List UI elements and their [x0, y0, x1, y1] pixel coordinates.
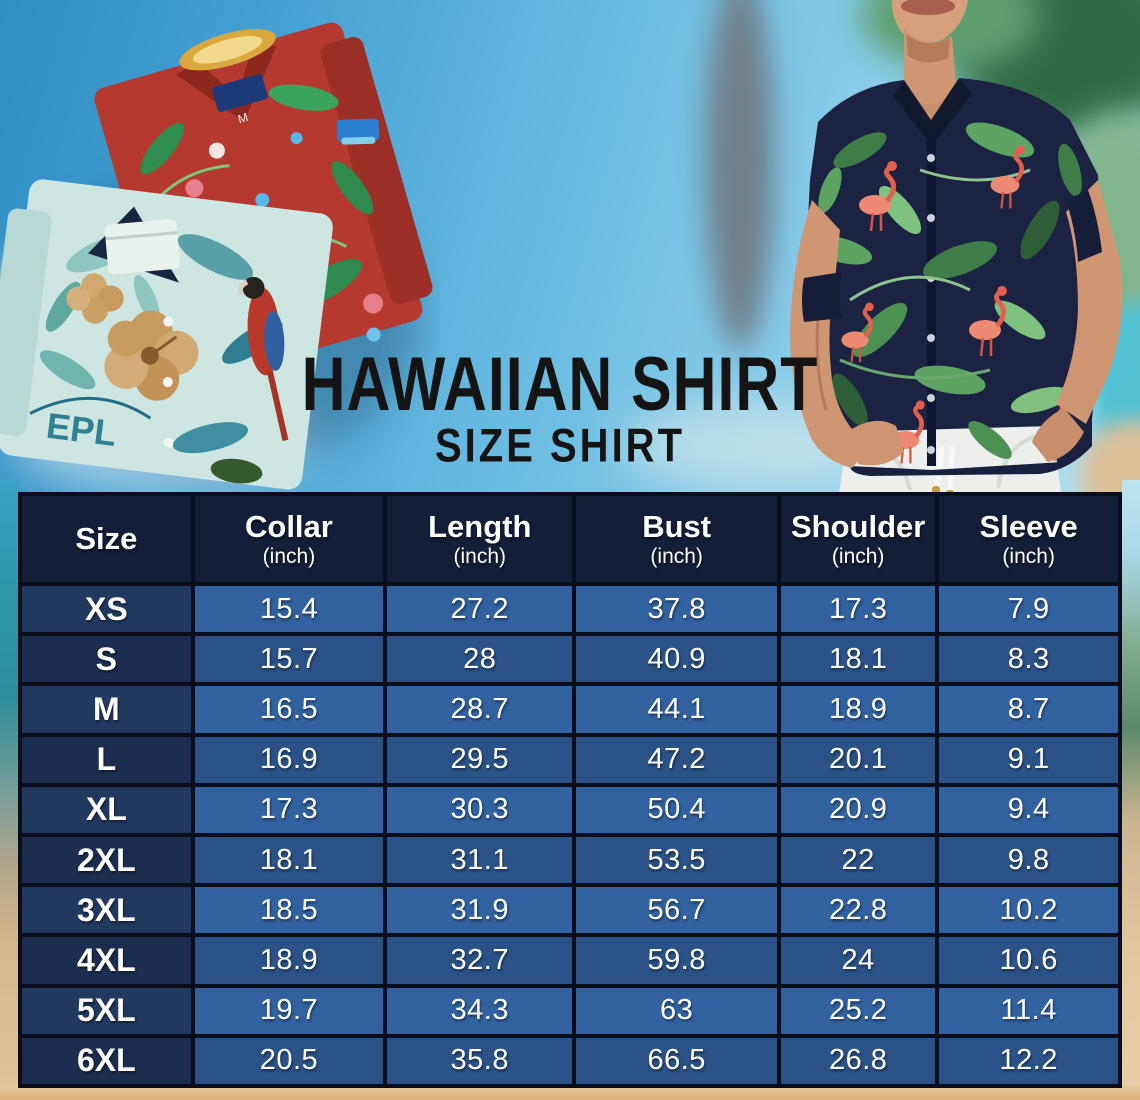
size-label: M	[18, 682, 195, 737]
measurement-value: 47.2	[572, 732, 781, 787]
measurement-value: 32.7	[383, 933, 577, 988]
measurement-value: 10.6	[935, 933, 1122, 988]
measurement-value: 11.4	[935, 983, 1122, 1038]
size-row-2xl: 2XL 18.1 31.1 53.5 22 9.8	[18, 832, 1122, 888]
measurement-value: 20.5	[190, 1033, 388, 1089]
column-header-sleeve: Sleeve (inch)	[935, 492, 1122, 586]
size-row-5xl: 5XL 19.7 34.3 63 25.2 11.4	[18, 983, 1122, 1038]
measurement-value: 8.7	[935, 682, 1122, 737]
red-shirt-size-tag: M	[236, 110, 249, 126]
measurement-value: 18.1	[190, 832, 388, 888]
size-row-3xl: 3XL 18.5 31.9 56.7 22.8 10.2	[18, 883, 1122, 938]
size-row-xl: XL 17.3 30.3 50.4 20.9 9.4	[18, 782, 1122, 837]
measurement-value: 15.7	[190, 632, 388, 687]
measurement-value: 24	[776, 933, 940, 988]
man-in-flamingo-shirt-photo	[790, 0, 1123, 500]
palm-trunk-blur	[705, 0, 775, 350]
measurement-value: 50.4	[572, 782, 781, 837]
measurement-value: 44.1	[572, 682, 781, 737]
size-row-4xl: 4XL 18.9 32.7 59.8 24 10.6	[18, 933, 1122, 988]
measurement-value: 16.5	[190, 682, 388, 737]
size-row-l: L 16.9 29.5 47.2 20.1 9.1	[18, 732, 1122, 787]
measurement-value: 37.8	[572, 581, 781, 637]
measurement-value: 9.4	[935, 782, 1122, 837]
measurement-value: 34.3	[383, 983, 577, 1038]
teal-shirt: EPL	[0, 179, 333, 490]
size-label: 4XL	[18, 933, 195, 988]
measurement-value: 19.7	[190, 983, 388, 1038]
column-header-collar: Collar (inch)	[190, 492, 388, 586]
size-row-6xl: 6XL 20.5 35.8 66.5 26.8 12.2	[18, 1033, 1122, 1089]
size-row-s: S 15.7 28 40.9 18.1 8.3	[18, 632, 1122, 687]
parrot	[237, 276, 289, 442]
hibiscus-flower	[66, 273, 124, 324]
column-header-length: Length (inch)	[383, 492, 577, 586]
size-label: L	[18, 732, 195, 787]
measurement-value: 17.3	[776, 581, 940, 637]
folded-hawaiian-shirts-photo: M	[0, 22, 433, 490]
measurement-value: 63	[572, 983, 781, 1038]
measurement-value: 18.1	[776, 632, 940, 687]
measurement-value: 17.3	[190, 782, 388, 837]
size-label: 2XL	[18, 832, 195, 888]
size-label: S	[18, 632, 195, 687]
measurement-value: 7.9	[935, 581, 1122, 637]
measurement-value: 59.8	[572, 933, 781, 988]
column-header-bust: Bust (inch)	[572, 492, 781, 586]
measurement-value: 9.1	[935, 732, 1122, 787]
measurement-value: 18.9	[776, 682, 940, 737]
measurement-value: 66.5	[572, 1033, 781, 1089]
size-label: XL	[18, 782, 195, 837]
measurement-value: 31.9	[383, 883, 577, 938]
measurement-value: 28	[383, 632, 577, 687]
measurement-value: 12.2	[935, 1033, 1122, 1089]
measurement-value: 35.8	[383, 1033, 577, 1089]
measurement-value: 28.7	[383, 682, 577, 737]
measurement-value: 30.3	[383, 782, 577, 837]
teal-shirt-print-text: EPL	[44, 405, 118, 454]
measurement-value: 27.2	[383, 581, 577, 637]
size-row-xs: XS 15.4 27.2 37.8 17.3 7.9	[18, 581, 1122, 637]
measurement-value: 56.7	[572, 883, 781, 938]
sand-bottom-strip	[0, 1086, 1140, 1100]
left-background-strip	[0, 480, 18, 1100]
column-header-size: Size	[18, 492, 195, 586]
right-background-strip	[1122, 480, 1140, 1100]
measurement-value: 10.2	[935, 883, 1122, 938]
table-header-row: Size Collar (inch) Length (inch) Bust (inch) Sh…	[18, 492, 1122, 586]
measurement-value: 25.2	[776, 983, 940, 1038]
size-label: 3XL	[18, 883, 195, 938]
measurement-value: 15.4	[190, 581, 388, 637]
measurement-value: 20.1	[776, 732, 940, 787]
column-header-shoulder: Shoulder (inch)	[776, 492, 940, 586]
measurement-value: 29.5	[383, 732, 577, 787]
size-label: 6XL	[18, 1033, 195, 1089]
measurement-value: 31.1	[383, 832, 577, 888]
measurement-value: 8.3	[935, 632, 1122, 687]
size-row-m: M 16.5 28.7 44.1 18.9 8.7	[18, 682, 1122, 737]
measurement-value: 53.5	[572, 832, 781, 888]
measurement-value: 18.5	[190, 883, 388, 938]
measurement-value: 18.9	[190, 933, 388, 988]
size-chart-table: Size Collar (inch) Length (inch) Bust (inch) Sh…	[18, 492, 1122, 1089]
measurement-value: 22	[776, 832, 940, 888]
measurement-value: 16.9	[190, 732, 388, 787]
measurement-value: 40.9	[572, 632, 781, 687]
hibiscus-flower	[104, 310, 199, 401]
measurement-value: 26.8	[776, 1033, 940, 1089]
size-table-wrapper: Size Collar (inch) Length (inch) Bust (inch) Sh…	[18, 492, 1122, 1089]
measurement-value: 22.8	[776, 883, 940, 938]
size-label: XS	[18, 581, 195, 637]
size-label: 5XL	[18, 983, 195, 1038]
measurement-value: 9.8	[935, 832, 1122, 888]
measurement-value: 20.9	[776, 782, 940, 837]
